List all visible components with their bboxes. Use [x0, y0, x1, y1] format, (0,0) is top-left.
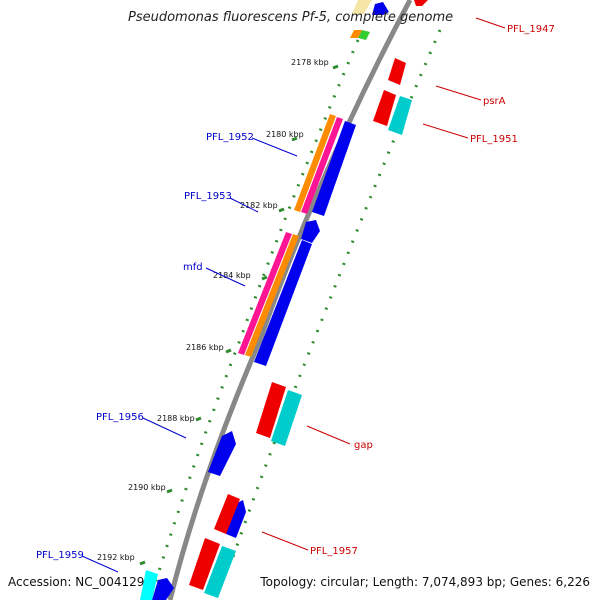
tick-label: 2182 kbp	[240, 201, 278, 210]
tick-label: 2188 kbp	[157, 414, 195, 423]
gene-arrow-cyan	[388, 96, 412, 135]
gene-label-psra: psrA	[483, 96, 506, 107]
feature-bar-pink	[301, 117, 343, 214]
gene-label-gap: gap	[354, 440, 373, 451]
tick-label: 2184 kbp	[213, 271, 251, 280]
gene-arrow-red	[214, 494, 240, 534]
gene-arrow-blue	[301, 220, 320, 243]
gene-label-pfl-1947: PFL_1947	[507, 24, 555, 35]
leader-lines-reverse	[261, 17, 506, 551]
gene-arrow-blue	[152, 578, 174, 600]
gene-arrow-red	[388, 58, 406, 85]
gene-arrow-cyan	[140, 570, 158, 600]
tick-mark	[225, 348, 232, 354]
gene-label-pfl-1959: PFL_1959	[36, 550, 84, 561]
tick-label: 2186 kbp	[186, 343, 224, 352]
gene-label-pfl-1957: PFL_1957	[310, 546, 358, 557]
feature-bar-orange	[294, 114, 336, 212]
gene-arrow-cyan	[204, 546, 236, 598]
tick-mark	[332, 64, 339, 70]
tick-mark	[291, 136, 298, 142]
gene-label-pfl-1952: PFL_1952	[206, 132, 254, 143]
tick-mark	[195, 416, 202, 422]
tick-mark	[261, 275, 268, 281]
feature-top-green	[358, 30, 370, 40]
tick-mark	[139, 560, 146, 566]
leader-lines-forward	[81, 137, 298, 573]
genome-summary-text: Topology: circular; Length: 7,074,893 bp…	[260, 575, 590, 589]
gene-arrow-red	[373, 90, 396, 126]
gene-arrow-red	[414, 0, 428, 6]
gene-arrow-blue	[372, 2, 389, 15]
tick-mark	[278, 207, 285, 213]
feature-top-orange	[350, 30, 362, 38]
gene-label-mfd: mfd	[183, 262, 203, 273]
tick-mark	[166, 488, 173, 494]
gene-arrow-red	[189, 538, 220, 590]
tick-label: 2192 kbp	[97, 553, 135, 562]
feature-top-yellow	[352, 0, 372, 14]
gene-arrow-blue	[254, 240, 312, 366]
gene-label-pfl-1953: PFL_1953	[184, 191, 232, 202]
genome-title: Pseudomonas fluorescens Pf-5, complete g…	[128, 10, 454, 25]
tick-label: 2178 kbp	[291, 58, 329, 67]
feature-bar-orange	[245, 234, 299, 357]
feature-bar-pink	[238, 232, 292, 355]
tick-label: 2180 kbp	[266, 130, 304, 139]
gene-arrow-blue	[226, 500, 246, 538]
tick-label: 2190 kbp	[128, 483, 166, 492]
gene-label-pfl-1951: PFL_1951	[470, 134, 518, 145]
gene-arrow-red	[256, 382, 286, 438]
accession-text: Accession: NC_004129	[8, 575, 145, 589]
genome-backbone	[167, 0, 413, 600]
gene-arrow-cyan	[271, 390, 302, 446]
gene-arrow-blue	[312, 121, 356, 216]
gene-arrow-blue	[208, 431, 236, 476]
gene-label-pfl-1956: PFL_1956	[96, 412, 144, 423]
